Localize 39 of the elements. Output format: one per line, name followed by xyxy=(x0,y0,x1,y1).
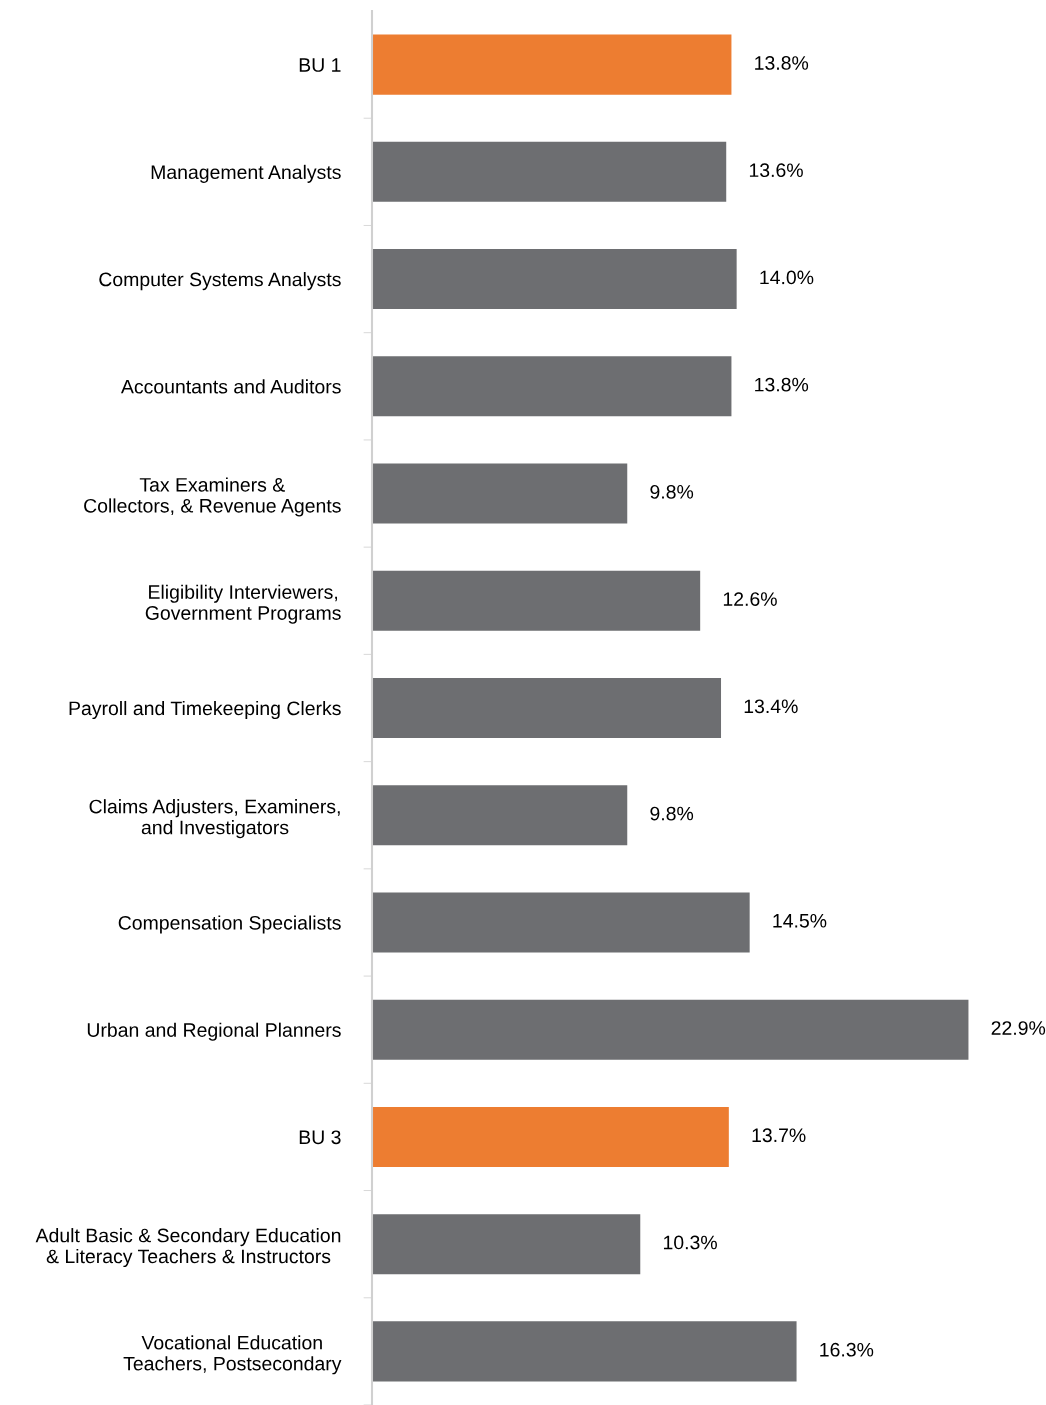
data-label: 13.8% xyxy=(755,377,809,392)
y-tick-label: Compensation Specialists xyxy=(118,915,341,934)
y-tick-label: Computer Systems Analysts xyxy=(99,272,341,291)
y-tick-label: Accountants and Auditors xyxy=(120,379,341,394)
bar xyxy=(372,570,701,631)
bar xyxy=(372,892,750,953)
data-label: 16.3% xyxy=(820,1342,874,1357)
data-label: 14.5% xyxy=(773,914,827,928)
data-label: 10.3% xyxy=(663,1235,717,1250)
bar xyxy=(372,463,628,524)
y-tick-label: BU 3 xyxy=(299,1130,341,1145)
y-tick-label: Vocational Education Teachers, Postsecondary xyxy=(123,1335,342,1375)
bar xyxy=(372,785,628,846)
bar xyxy=(372,356,732,417)
y-tick-label: BU 1 xyxy=(299,58,341,72)
y-tick-label: Eligibility Interviewers, Government Programs xyxy=(145,584,341,624)
bar xyxy=(372,999,969,1060)
data-label: 12.6% xyxy=(723,592,777,606)
bar xyxy=(372,1106,729,1167)
data-label: 13.8% xyxy=(755,56,809,70)
bar xyxy=(372,34,732,95)
data-label: 22.9% xyxy=(991,1021,1046,1035)
data-label: 13.6% xyxy=(749,163,803,178)
y-tick-label: Management Analysts xyxy=(151,164,341,183)
bar xyxy=(372,249,737,310)
bar xyxy=(372,677,722,739)
y-tick-label: Tax Examiners & Collectors, & Revenue Agents xyxy=(84,477,341,517)
data-label: 13.7% xyxy=(752,1128,806,1143)
y-tick-label: Payroll and Timekeeping Clerks xyxy=(69,700,341,720)
bar xyxy=(372,1214,641,1275)
y-tick-label: Claims Adjusters, Examiners, and Investigators xyxy=(89,799,340,839)
y-tick-label: Urban and Regional Planners xyxy=(87,1022,341,1041)
bar xyxy=(372,1321,797,1382)
data-label: 9.8% xyxy=(650,484,694,499)
bar xyxy=(372,141,727,202)
data-label: 13.4% xyxy=(744,699,798,714)
data-label: 14.0% xyxy=(760,270,814,285)
y-tick-label: Adult Basic & Secondary Education & Literacy Teachers & Instructors xyxy=(35,1228,341,1268)
data-label: 9.8% xyxy=(650,806,694,821)
